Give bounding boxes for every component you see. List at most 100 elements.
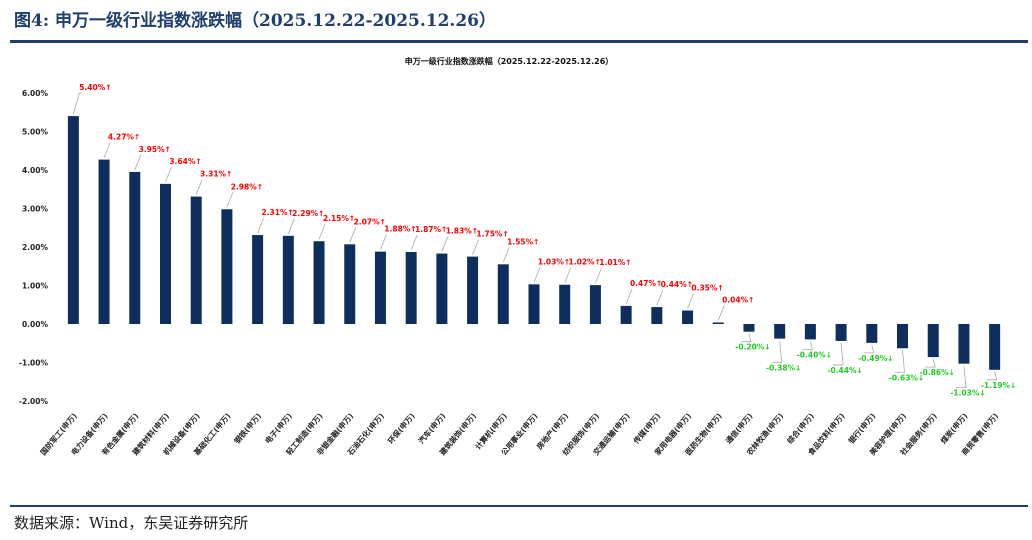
- data-label: -1.19%↓: [981, 381, 1016, 390]
- bar: [405, 252, 417, 324]
- data-label: -0.44%↓: [827, 366, 862, 375]
- x-tick-label: 煤炭(申万): [938, 411, 969, 446]
- figure-title: 图4: 申万一级行业指数涨跌幅（2025.12.22-2025.12.26）: [14, 11, 497, 31]
- x-tick-label: 综合(申万): [785, 411, 816, 446]
- bar: [221, 209, 233, 324]
- leader-line: [833, 342, 844, 366]
- leader-line: [72, 92, 82, 115]
- bars: [67, 116, 1001, 370]
- leader-line: [472, 239, 479, 255]
- chart-area: 申万一级行业指数涨跌幅（2025.12.22-2025.12.26） 6.00%…: [10, 44, 1028, 504]
- leader-line: [894, 350, 905, 373]
- x-axis: 国防军工(申万)电力设备(申万)有色金属(申万)建筑材料(申万)机械设备(申万)…: [38, 411, 1000, 458]
- data-label: -0.20%↓: [735, 343, 770, 352]
- leader-line: [195, 179, 203, 195]
- bar: [497, 264, 509, 324]
- y-tick-label: 4.00%: [22, 166, 49, 175]
- data-label: 1.87%↑: [415, 225, 447, 234]
- leader-line: [863, 344, 875, 354]
- y-tick-label: 0.00%: [22, 320, 49, 329]
- leader-line: [802, 341, 813, 350]
- leader-line: [986, 371, 998, 381]
- bar: [774, 324, 786, 339]
- bar: [313, 241, 325, 324]
- bar: [589, 285, 601, 324]
- x-tick-label: 传媒(申万): [630, 411, 662, 446]
- leader-line: [410, 234, 418, 251]
- leader-line: [771, 340, 783, 364]
- x-tick-label: 汽车(申万): [416, 411, 447, 446]
- x-tick-label: 银行(申万): [846, 411, 877, 446]
- bar: [927, 324, 939, 358]
- x-tick-label: 钢铁(申万): [232, 411, 263, 446]
- data-label: 2.15%↑: [323, 214, 355, 223]
- y-tick-label: -2.00%: [19, 397, 49, 406]
- leader-line: [287, 218, 295, 234]
- leader-line: [380, 234, 387, 250]
- y-tick-label: 5.00%: [22, 128, 49, 137]
- top-rule: [10, 40, 1028, 43]
- data-label: 1.55%↑: [507, 237, 539, 246]
- data-label: -0.38%↓: [766, 364, 801, 373]
- data-label: -0.49%↓: [858, 354, 893, 363]
- leader-line: [441, 236, 449, 252]
- y-tick-label: 6.00%: [22, 89, 49, 98]
- bar: [712, 322, 724, 324]
- leader-line: [687, 293, 694, 309]
- bar: [835, 324, 847, 341]
- bar: [620, 305, 632, 324]
- source-note: 数据来源：Wind，东吴证券研究所: [14, 514, 249, 532]
- bar: [436, 253, 448, 324]
- data-label: 1.75%↑: [476, 230, 508, 239]
- leader-line: [103, 142, 111, 158]
- bar: [374, 251, 386, 324]
- data-label: 1.01%↑: [599, 258, 631, 267]
- data-label: 5.40%↑: [79, 83, 111, 92]
- bar: [958, 324, 970, 364]
- bar: [559, 284, 571, 324]
- leader-line: [595, 267, 602, 284]
- bar: [252, 235, 264, 324]
- leader-line: [955, 365, 967, 389]
- data-label: 3.31%↑: [200, 170, 232, 179]
- data-label: 1.03%↑: [538, 257, 570, 266]
- data-label: 3.95%↑: [139, 145, 171, 154]
- bar: [190, 196, 202, 324]
- data-label: -0.40%↓: [797, 350, 832, 359]
- leader-lines: [72, 92, 998, 389]
- bar: [344, 244, 356, 324]
- data-label: 1.88%↑: [384, 225, 416, 234]
- bar: [67, 116, 79, 324]
- bar: [682, 310, 694, 324]
- bar: [467, 256, 479, 324]
- chart-title: 申万一级行业指数涨跌幅（2025.12.22-2025.12.26）: [405, 56, 614, 66]
- x-tick-label: 通信(申万): [723, 411, 754, 446]
- data-label: -0.63%↓: [889, 373, 924, 382]
- leader-line: [533, 267, 541, 283]
- y-tick-label: 1.00%: [22, 282, 49, 291]
- y-tick-label: -1.00%: [19, 359, 49, 368]
- bottom-rule: [10, 505, 1028, 507]
- data-label: 2.98%↑: [231, 182, 263, 191]
- bar: [98, 159, 110, 324]
- leader-line: [226, 192, 234, 208]
- data-label: 0.47%↑: [630, 279, 662, 288]
- bar: [282, 235, 294, 324]
- bar: [804, 324, 816, 340]
- bar: [651, 307, 663, 324]
- data-label: 1.83%↑: [446, 227, 478, 236]
- bar: [989, 324, 1001, 370]
- bar: [159, 183, 171, 324]
- bar-chart: 申万一级行业指数涨跌幅（2025.12.22-2025.12.26） 6.00%…: [19, 56, 1016, 458]
- leader-line: [656, 289, 664, 306]
- data-label: 0.35%↑: [691, 284, 723, 293]
- leader-line: [134, 154, 142, 171]
- leader-line: [625, 288, 633, 305]
- leader-line: [740, 333, 752, 343]
- data-label: 2.07%↑: [354, 217, 386, 226]
- data-label: 3.64%↑: [169, 157, 201, 166]
- leader-line: [564, 267, 572, 283]
- data-labels: 5.40%↑ 4.27%↑ 3.95%↑ 3.64%↑ 3.31%↑ 2.98%↑ 2.31…: [79, 83, 1016, 398]
- data-label: 2.31%↑: [261, 208, 293, 217]
- leader-line: [165, 166, 172, 183]
